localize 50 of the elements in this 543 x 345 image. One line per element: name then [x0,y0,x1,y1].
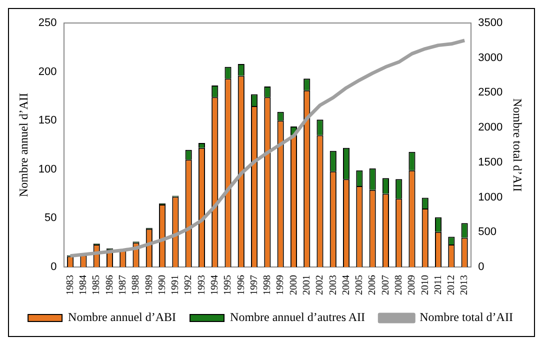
y-tick-label: 150 [38,114,57,127]
y2-tick-label: 2000 [478,122,503,134]
y2-tick-label: 2500 [478,86,503,99]
x-tick-label: 2003 [328,275,339,295]
x-tick-label: 2002 [314,275,326,295]
y2-tick-label: 3000 [478,52,503,64]
x-tick-label: 2013 [459,275,470,295]
y-axis-title: Nombre annuel d’AII [16,93,30,197]
x-tick-label: 2011 [432,275,444,295]
x-tick-label: 2008 [393,275,404,295]
x-tick-label: 1999 [275,275,286,295]
x-tick-label: 2009 [406,275,418,295]
x-tick-label: 2001 [301,275,312,295]
x-tick-label: 1996 [236,275,247,295]
y-tick-label: 100 [38,163,57,176]
y-tick-label: 200 [38,66,57,78]
y2-axis-title: Nombre total d’AII [510,98,525,192]
x-tick-label: 1997 [248,275,260,295]
x-tick-label: 1987 [118,275,129,295]
x-tick-label: 1986 [104,275,116,295]
x-tick-label: 2007 [380,275,392,295]
x-tick-label: 1995 [222,275,234,295]
x-tick-label: 1990 [156,275,168,295]
x-tick-label: 1985 [91,275,102,295]
y2-tick-label: 1000 [478,191,503,204]
x-tick-label: 2006 [367,275,378,295]
x-tick-label: 2012 [446,275,458,295]
x-tick-label: 2005 [354,275,366,295]
y-tick-label: 0 [50,261,57,274]
x-tick-label: 1984 [78,275,90,295]
y2-tick-label: 0 [478,261,484,274]
legend-label: Nombre annuel d’ABI [68,310,176,324]
x-tick-label: 1993 [196,275,208,295]
x-tick-label: 1991 [170,275,182,295]
x-tick-label: 2004 [340,275,352,295]
x-tick-label: 1994 [210,275,220,295]
legend-label: Nombre annuel d’autres AII [230,310,365,324]
x-tick-label: 2000 [288,275,300,295]
y-tick-label: 50 [44,212,57,224]
x-tick-label: 1992 [183,275,194,295]
x-tick-label: 1989 [144,275,155,295]
x-tick-label: 1998 [262,275,274,295]
y2-tick-label: 3500 [478,17,503,30]
x-tick-label: 2010 [420,275,431,295]
x-tick-label: 1988 [130,275,142,295]
x-tick-label: 1983 [64,275,76,295]
y2-tick-label: 1500 [478,156,503,168]
y-tick-label: 250 [38,17,57,30]
legend-label: Nombre total d’AII [420,310,513,324]
y2-tick-label: 500 [478,226,496,238]
